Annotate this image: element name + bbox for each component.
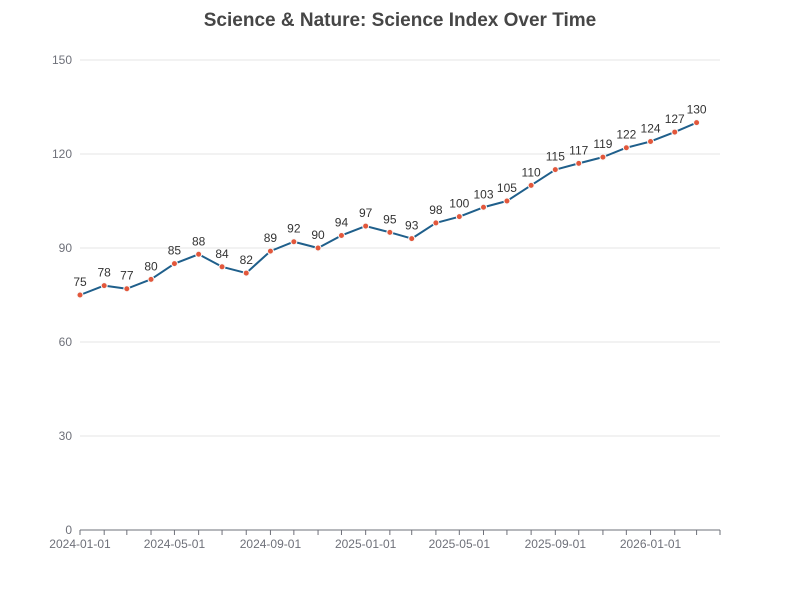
data-point [408,235,416,243]
data-label: 92 [287,222,301,236]
x-tick-label: 2025-09-01 [525,537,587,551]
data-label: 130 [687,103,707,117]
x-tick-label: 2024-09-01 [240,537,302,551]
x-tick-label: 2025-05-01 [429,537,491,551]
data-label: 93 [405,219,419,233]
data-label: 77 [120,269,134,283]
data-label: 100 [449,197,469,211]
data-label: 117 [569,143,588,157]
data-label: 110 [522,165,541,179]
y-tick-label: 0 [65,523,72,537]
data-point [242,269,250,277]
data-label: 97 [359,206,373,220]
x-tick-label: 2026-01-01 [620,537,682,551]
data-series [76,119,701,299]
data-label: 98 [429,203,443,217]
data-point [386,228,394,236]
data-label: 84 [215,247,229,261]
axes: 0 30 60 90 120 150 2024-01-01 2024-05-01 2024-09… [49,53,721,551]
data-point [337,231,345,239]
data-point [551,166,559,174]
data-label: 122 [616,128,636,142]
data-point [147,275,155,283]
data-label: 94 [335,215,349,229]
data-point [195,250,203,258]
chart-title: Science & Nature: Science Index Over Tim… [203,10,597,31]
data-labels: 75 78 77 80 85 88 84 82 89 92 90 94 97 95 93 98 100 103 10… [73,103,707,289]
data-point [218,263,226,271]
data-point [671,128,679,136]
y-tick-label: 120 [52,147,72,161]
data-label: 90 [311,228,325,242]
x-tick-label: 2025-01-01 [335,537,397,551]
x-tick-label: 2024-01-01 [49,537,111,551]
data-point [647,137,655,145]
data-label: 88 [192,234,206,248]
data-point [266,247,274,255]
data-point [455,213,463,221]
data-point [170,260,178,268]
data-label: 75 [73,275,87,289]
data-label: 82 [240,253,254,267]
data-point [76,291,84,299]
y-tick-label: 150 [52,53,72,67]
data-label: 78 [98,266,112,280]
data-point [575,159,583,167]
data-label: 80 [144,259,158,273]
data-point [480,203,488,211]
data-point [599,153,607,161]
y-tick-label: 60 [59,335,73,349]
data-point [314,244,322,252]
data-point [290,238,298,246]
data-label: 95 [383,212,397,226]
y-tick-label: 30 [59,429,73,443]
data-point [100,282,108,290]
data-label: 124 [641,121,661,135]
y-tick-label: 90 [59,241,73,255]
data-label: 89 [264,231,278,245]
data-label: 119 [593,137,612,151]
data-label: 105 [497,181,517,195]
data-point [123,285,131,293]
data-point [362,222,370,230]
data-label: 127 [665,112,685,126]
data-label: 103 [473,187,493,201]
x-tick-label: 2024-05-01 [144,537,206,551]
data-point [527,181,535,189]
data-point [693,119,701,127]
data-label: 115 [546,150,565,164]
data-point [622,144,630,152]
data-point [432,219,440,227]
data-point [503,197,511,205]
data-label: 85 [168,244,182,258]
